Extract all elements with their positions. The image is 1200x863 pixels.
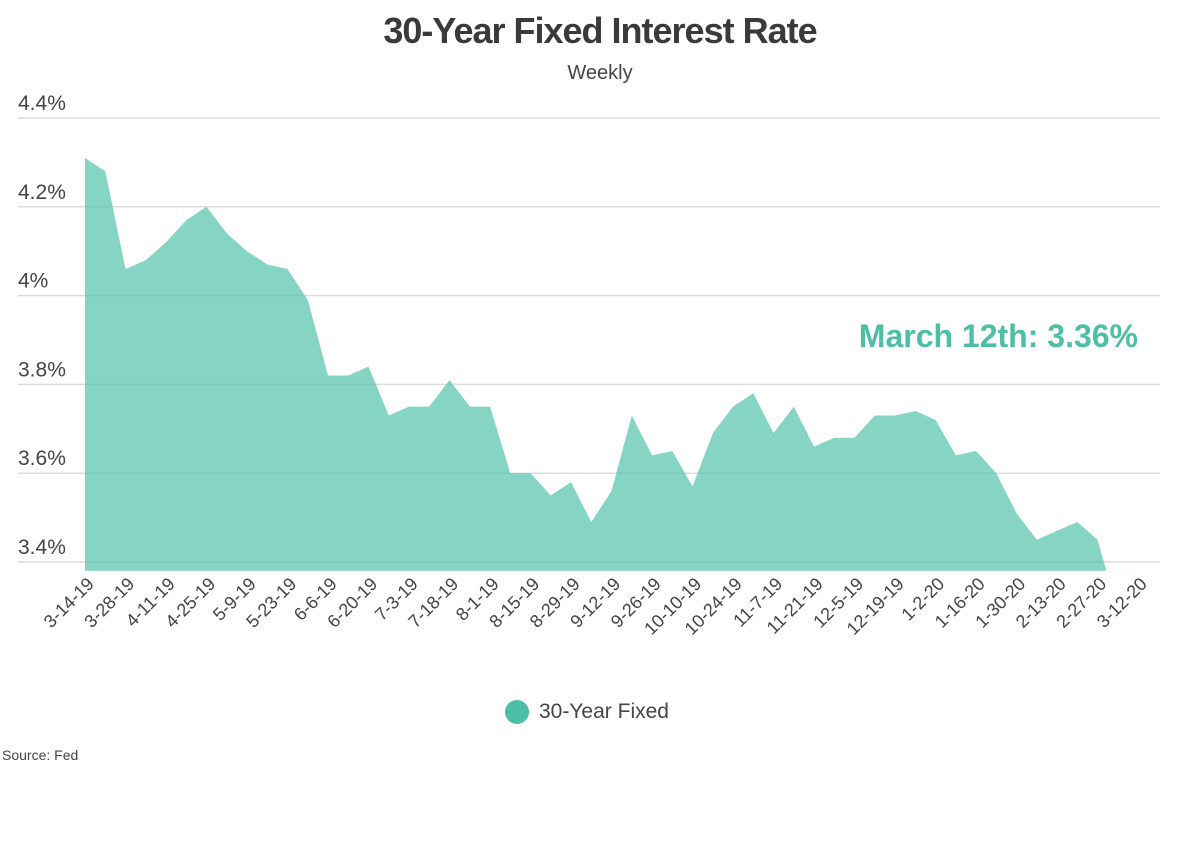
y-tick-label: 3.8%	[18, 358, 66, 381]
legend-swatch	[505, 700, 529, 724]
legend-label: 30-Year Fixed	[539, 700, 669, 723]
area-chart: 3.4%3.6%3.8%4%4.2%4.4% 3-14-193-28-194-1…	[18, 92, 1160, 639]
y-tick-label: 4.4%	[18, 92, 66, 115]
source-note: Source: Fed	[2, 747, 79, 763]
latest-value-annotation: March 12th: 3.36%	[858, 318, 1138, 354]
y-tick-label: 4.2%	[18, 181, 66, 204]
y-tick-label: 3.4%	[18, 536, 66, 559]
legend: 30-Year Fixed	[505, 700, 669, 724]
series-area-30-year-fixed	[85, 158, 1138, 571]
y-tick-label: 3.6%	[18, 447, 66, 470]
chart-title: 30-Year Fixed Interest Rate	[383, 10, 817, 51]
chart-subtitle: Weekly	[567, 62, 633, 84]
y-tick-label: 4%	[18, 270, 48, 293]
